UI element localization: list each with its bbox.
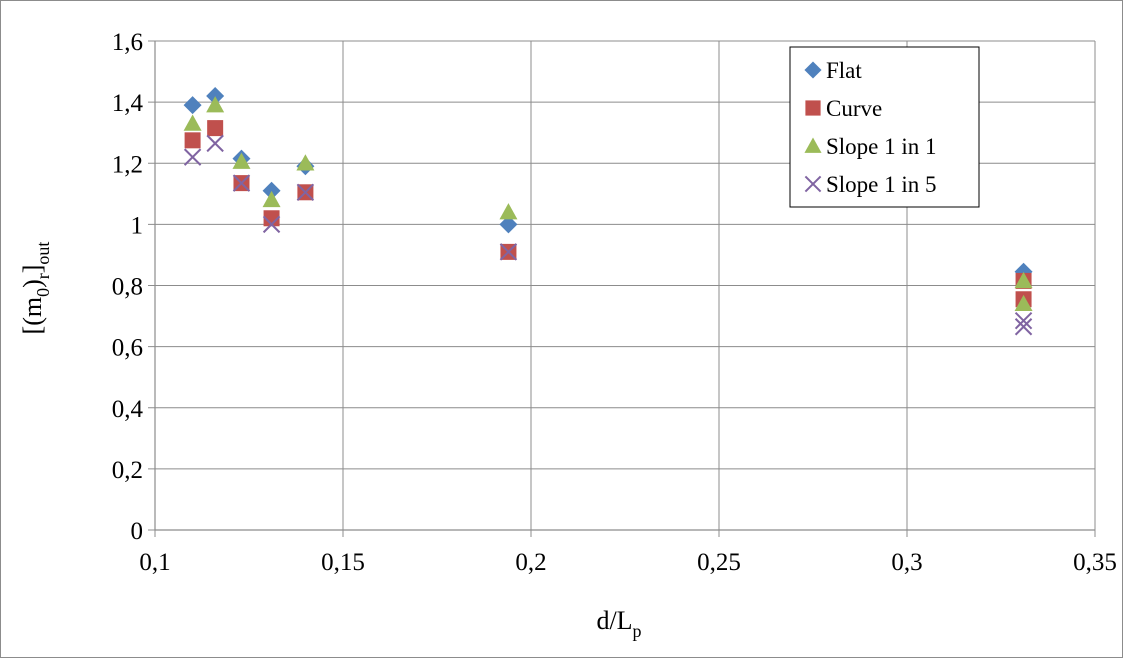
legend-label-flat: Flat [826, 58, 862, 83]
x-tick-label: 0,2 [515, 549, 546, 576]
data-point-slope-1-in-1 [1014, 271, 1033, 289]
x-tick-label: 0,1 [139, 549, 170, 576]
data-point-flat [499, 215, 518, 234]
y-tick-label: 0,4 [112, 396, 144, 423]
data-point-slope-1-in-1 [183, 114, 202, 131]
data-point-slope-1-in-1 [499, 203, 518, 220]
data-point-curve [207, 120, 224, 137]
legend-label-curve: Curve [826, 96, 882, 121]
data-point-flat [262, 181, 281, 200]
x-axis-title: d/Lp [596, 606, 641, 641]
data-point-flat [183, 96, 202, 115]
legend-marker-slope-1-in-1 [804, 137, 822, 153]
y-tick-label: 0,2 [112, 457, 143, 484]
data-point-slope-1-in-5 [232, 174, 251, 192]
legend-marker-curve [805, 100, 821, 116]
tick-labels: 0 0,2 0,4 0,6 0,8 1 1,2 1,4 1,6 0,1 0,15 0,2 0,25 0,3… [112, 29, 1117, 576]
data-point-slope-1-in-5 [1014, 311, 1033, 330]
y-tick-label: 0,6 [112, 335, 143, 362]
legend-marker-slope-1-in-5 [804, 175, 822, 193]
data-point-slope-1-in-5 [499, 243, 518, 261]
data-point-slope-1-in-5 [262, 215, 281, 234]
y-axis-title: [(m0)r]out [18, 242, 53, 335]
y-tick-label: 0,8 [112, 274, 143, 301]
data-point-flat [206, 87, 225, 106]
legend-box [789, 46, 980, 208]
x-tick-label: 0,35 [1073, 549, 1117, 576]
grid-lines [148, 40, 1096, 537]
x-tick-label: 0,3 [891, 549, 922, 576]
data-point-slope-1-in-5 [1014, 318, 1033, 336]
legend-marker-flat [804, 61, 822, 79]
data-point-slope-1-in-5 [183, 148, 202, 166]
y-tick-label: 1,6 [112, 29, 143, 56]
data-point-curve [184, 132, 201, 149]
legend-label-slope-1-in-5: Slope 1 in 5 [826, 172, 937, 197]
x-tick-label: 0,15 [321, 549, 365, 576]
legend-label-slope-1-in-1: Slope 1 in 1 [826, 134, 937, 159]
data-point-slope-1-in-5 [206, 134, 224, 153]
y-tick-label: 1 [131, 212, 144, 239]
data-point-slope-1-in-5 [296, 183, 315, 201]
data-point-curve [263, 210, 280, 227]
x-tick-label: 0,25 [697, 549, 741, 576]
data-point-slope-1-in-1 [206, 96, 225, 113]
y-tick-label: 1,2 [112, 151, 143, 178]
data-point-slope-1-in-1 [262, 190, 281, 208]
legend: Flat Curve Slope 1 in 1 Slope 1 in 5 [789, 46, 980, 208]
data-markers [183, 87, 1033, 336]
data-point-slope-1-in-1 [296, 154, 315, 171]
y-tick-label: 0 [131, 518, 144, 545]
y-tick-label: 1,4 [112, 90, 144, 117]
data-point-slope-1-in-1 [1014, 294, 1033, 312]
data-point-slope-1-in-1 [232, 152, 251, 169]
